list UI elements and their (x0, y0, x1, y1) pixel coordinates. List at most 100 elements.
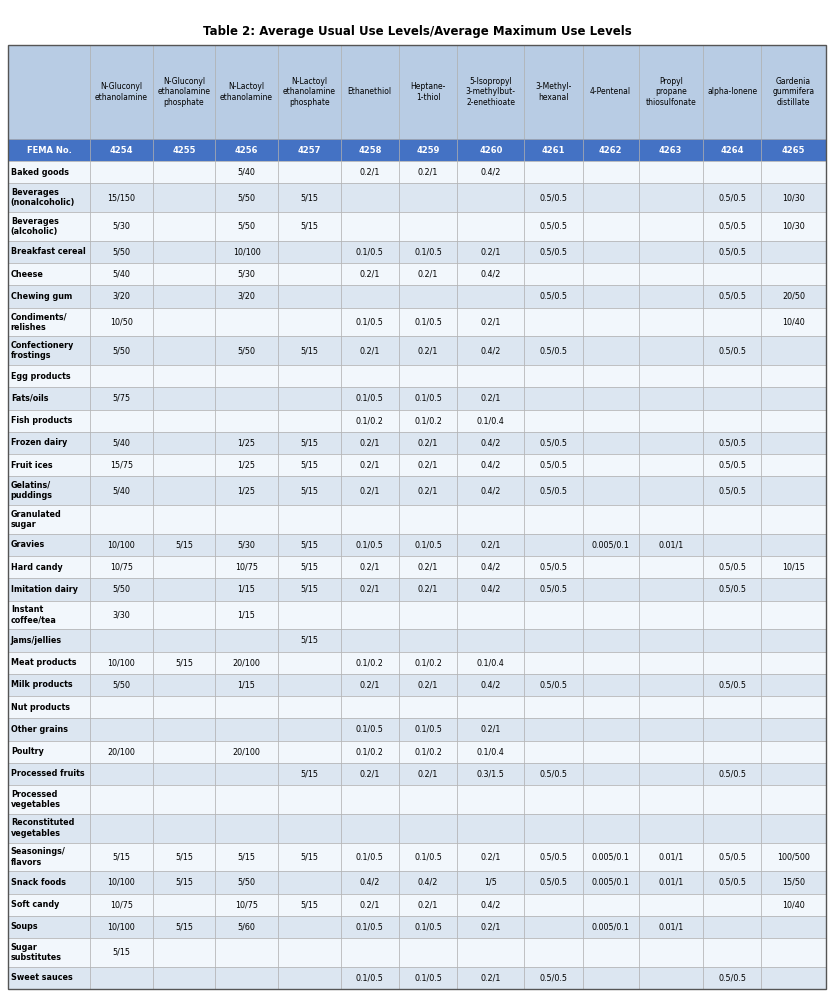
Bar (583, 894, 639, 915)
Bar (215, 872, 278, 894)
Text: 20/100: 20/100 (233, 747, 260, 756)
Text: 5/50: 5/50 (238, 193, 255, 202)
Text: 1/15: 1/15 (238, 681, 255, 690)
Bar (215, 600, 278, 629)
Text: 0.2/1: 0.2/1 (418, 901, 439, 910)
Text: 0.5/0.5: 0.5/0.5 (540, 292, 567, 301)
Bar (153, 365, 215, 388)
Bar (8, 843, 90, 872)
Bar (761, 719, 826, 741)
Text: 15/50: 15/50 (782, 878, 805, 887)
Bar (215, 967, 278, 989)
Bar (457, 967, 525, 989)
Bar (153, 454, 215, 476)
Bar (90, 843, 153, 872)
Text: 0.005/0.1: 0.005/0.1 (591, 878, 630, 887)
Bar (457, 556, 525, 579)
Bar (8, 741, 90, 762)
Text: 3/20: 3/20 (238, 292, 255, 301)
Bar (583, 719, 639, 741)
Bar (703, 454, 761, 476)
Bar (639, 579, 703, 600)
Bar (457, 696, 525, 719)
Bar (639, 161, 703, 183)
Bar (761, 139, 826, 161)
Text: 0.5/0.5: 0.5/0.5 (718, 973, 746, 982)
Bar (153, 388, 215, 410)
Bar (703, 579, 761, 600)
Bar (278, 534, 340, 556)
Text: 10/40: 10/40 (782, 317, 805, 326)
Bar (8, 534, 90, 556)
Bar (639, 241, 703, 263)
Bar (215, 431, 278, 454)
Bar (153, 938, 215, 967)
Text: 0.1/0.5: 0.1/0.5 (356, 853, 384, 862)
Bar (761, 161, 826, 183)
Bar (90, 814, 153, 843)
Bar (399, 629, 457, 651)
Bar (583, 556, 639, 579)
Bar (340, 894, 399, 915)
Bar (583, 814, 639, 843)
Bar (340, 762, 399, 785)
Text: 0.5/0.5: 0.5/0.5 (540, 486, 567, 495)
Bar (525, 651, 583, 674)
Bar (153, 139, 215, 161)
Text: 5/30: 5/30 (113, 222, 130, 231)
Bar (399, 263, 457, 285)
Text: Reconstituted
vegetables: Reconstituted vegetables (11, 818, 74, 838)
Text: 0.4/2: 0.4/2 (480, 346, 501, 355)
Bar (8, 476, 90, 505)
Bar (278, 741, 340, 762)
Bar (583, 915, 639, 938)
Bar (340, 183, 399, 212)
Bar (215, 719, 278, 741)
Text: 1/25: 1/25 (238, 460, 255, 469)
Bar (761, 741, 826, 762)
Bar (761, 212, 826, 241)
Text: 0.4/2: 0.4/2 (480, 269, 501, 278)
Bar (8, 212, 90, 241)
Bar (90, 967, 153, 989)
Bar (525, 388, 583, 410)
Text: Soups: Soups (11, 922, 38, 931)
Bar (153, 505, 215, 534)
Bar (525, 894, 583, 915)
Bar (278, 719, 340, 741)
Text: 0.2/1: 0.2/1 (359, 769, 380, 778)
Bar (457, 388, 525, 410)
Bar (399, 161, 457, 183)
Text: Processed fruits: Processed fruits (11, 769, 84, 778)
Bar (525, 967, 583, 989)
Text: Other grains: Other grains (11, 725, 68, 734)
Bar (90, 183, 153, 212)
Text: 5/15: 5/15 (175, 878, 193, 887)
Bar (583, 410, 639, 431)
Bar (583, 938, 639, 967)
Bar (761, 938, 826, 967)
Text: 0.5/0.5: 0.5/0.5 (540, 973, 567, 982)
Bar (399, 336, 457, 365)
Bar (340, 307, 399, 336)
Bar (90, 534, 153, 556)
Bar (399, 365, 457, 388)
Bar (761, 505, 826, 534)
Bar (761, 762, 826, 785)
Bar (703, 45, 761, 139)
Text: 0.2/1: 0.2/1 (480, 725, 501, 734)
Bar (703, 388, 761, 410)
Bar (703, 410, 761, 431)
Text: 0.1/0.5: 0.1/0.5 (356, 317, 384, 326)
Bar (525, 741, 583, 762)
Bar (525, 629, 583, 651)
Text: Heptane-
1-thiol: Heptane- 1-thiol (410, 83, 446, 101)
Bar (639, 938, 703, 967)
Bar (457, 741, 525, 762)
Text: 0.2/1: 0.2/1 (418, 769, 439, 778)
Bar (583, 212, 639, 241)
Text: 5/15: 5/15 (300, 563, 319, 572)
Bar (583, 674, 639, 696)
Text: 0.2/1: 0.2/1 (359, 901, 380, 910)
Bar (153, 45, 215, 139)
